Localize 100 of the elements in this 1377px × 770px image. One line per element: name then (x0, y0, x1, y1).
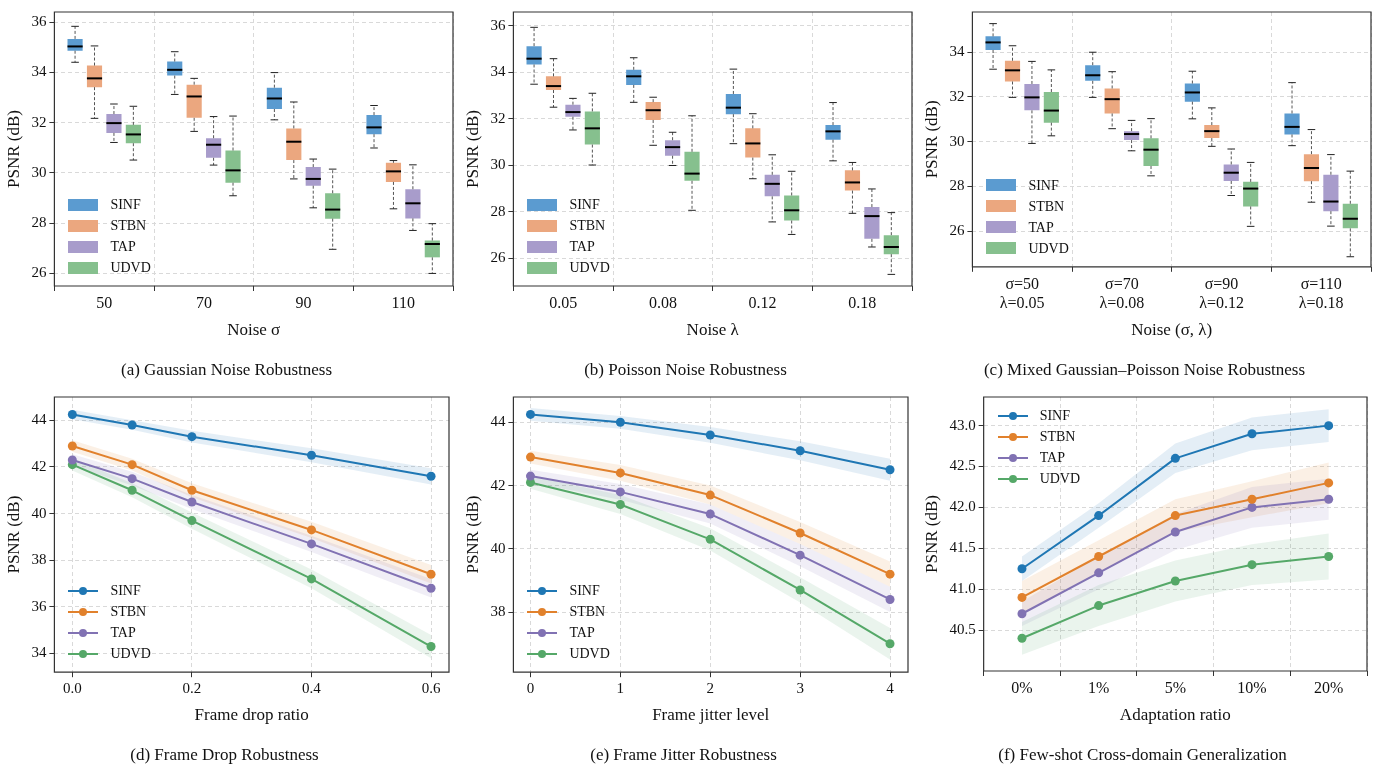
y-axis-title: PSNR (dB) (462, 110, 482, 188)
point (127, 420, 137, 430)
point (1324, 421, 1334, 431)
point (1324, 551, 1334, 561)
point (187, 485, 197, 495)
legend-label: SINF (569, 196, 600, 214)
y-axis-title: PSNR (dB) (462, 495, 482, 574)
y-tick-label: 30 (31, 163, 47, 180)
x-tick-label: σ=70 λ=0.08 (1099, 274, 1145, 311)
y-tick-label: 42.5 (949, 457, 976, 474)
y-tick-label: 34 (31, 644, 47, 661)
point (525, 452, 535, 462)
point (426, 642, 436, 652)
y-tick-label: 32 (490, 109, 506, 126)
point (615, 487, 625, 497)
legend-label: SINF (110, 582, 141, 601)
x-tick-label: 0.4 (302, 680, 322, 697)
point (705, 430, 715, 440)
point (127, 460, 137, 470)
x-tick-label: 0.05 (549, 293, 578, 311)
legend-label: TAP (1028, 218, 1054, 237)
point (705, 509, 715, 519)
point (187, 432, 197, 442)
x-tick-label: 0.6 (421, 680, 441, 697)
x-tick-label: 0.08 (648, 293, 677, 311)
y-tick-label: 42 (31, 457, 47, 474)
legend-label: UDVD (1039, 470, 1081, 488)
point (1094, 601, 1104, 611)
point (1247, 502, 1257, 512)
y-axis-title: PSNR (dB) (3, 110, 23, 188)
point (306, 450, 316, 460)
text: (e) Frame Jitter Robustness (590, 745, 777, 765)
x-tick-label: 50 (96, 293, 113, 311)
y-axis-title: PSNR (dB) (921, 100, 941, 179)
point (1017, 564, 1027, 574)
point (525, 409, 535, 419)
y-tick-label: 40.5 (949, 621, 976, 638)
legend-label: TAP (1039, 449, 1065, 467)
legend-label: TAP (110, 624, 136, 643)
point (67, 441, 77, 451)
point (1170, 527, 1180, 537)
text: (c) Mixed Gaussian–Poisson Noise Robustness (983, 360, 1306, 380)
point (426, 471, 436, 481)
legend-label: UDVD (110, 645, 151, 664)
legend-label: STBN (1039, 428, 1076, 446)
x-tick-label: 3 (796, 680, 804, 697)
point (795, 528, 805, 538)
point (187, 516, 197, 526)
y-tick-label: 41.5 (949, 539, 976, 556)
point (1247, 429, 1257, 439)
x-axis-title: Frame jitter level (652, 704, 770, 724)
x-axis-title: Adaptation ratio (1119, 704, 1231, 724)
point (615, 468, 625, 478)
point (705, 490, 715, 500)
y-tick-label: 28 (949, 177, 965, 194)
point (615, 500, 625, 510)
y-tick-label: 42 (490, 476, 506, 493)
x-tick-label: 90 (295, 293, 312, 311)
x-tick-label: 110 (391, 293, 415, 311)
x-axis-title: Noise (σ, λ) (1131, 319, 1213, 339)
x-axis-title: Noise λ (686, 319, 740, 339)
x-tick-label: 0.0 (62, 680, 82, 697)
y-tick-label: 41.0 (949, 580, 976, 597)
y-axis-title: PSNR (dB) (3, 495, 23, 574)
x-tick-label: σ=110 λ=0.18 (1298, 274, 1344, 311)
x-tick-label: 1% (1087, 678, 1110, 696)
y-tick-label: 26 (949, 221, 965, 238)
x-tick-label: 0.12 (748, 293, 777, 311)
y-tick-label: 30 (949, 132, 965, 149)
legend-label: SINF (1028, 176, 1059, 195)
point (795, 585, 805, 595)
point (795, 446, 805, 456)
y-tick-label: 26 (490, 249, 506, 266)
legend-label: UDVD (569, 645, 610, 664)
point (67, 409, 77, 419)
x-tick-label: 0% (1011, 678, 1033, 696)
y-tick-label: 28 (31, 214, 47, 231)
point (426, 583, 436, 593)
point (885, 465, 895, 475)
y-tick-label: 32 (949, 87, 965, 104)
point (1170, 576, 1180, 586)
point (67, 455, 77, 465)
y-tick-label: 43.0 (949, 416, 976, 433)
y-tick-label: 42.0 (949, 498, 976, 515)
point (1324, 494, 1334, 504)
point (127, 474, 137, 484)
y-tick-label: 32 (31, 113, 47, 130)
legend-label: UDVD (1028, 239, 1069, 258)
point (885, 594, 895, 604)
x-axis-title: Noise σ (227, 319, 281, 339)
point (615, 417, 625, 427)
point (1247, 560, 1257, 570)
y-tick-label: 40 (490, 539, 506, 556)
legend-label: STBN (110, 603, 147, 622)
y-tick-label: 30 (490, 156, 506, 173)
y-tick-label: 34 (949, 43, 965, 60)
x-tick-label: σ=50 λ=0.05 (999, 274, 1045, 311)
y-tick-label: 34 (490, 63, 506, 80)
point (1324, 478, 1334, 488)
point (127, 485, 137, 495)
